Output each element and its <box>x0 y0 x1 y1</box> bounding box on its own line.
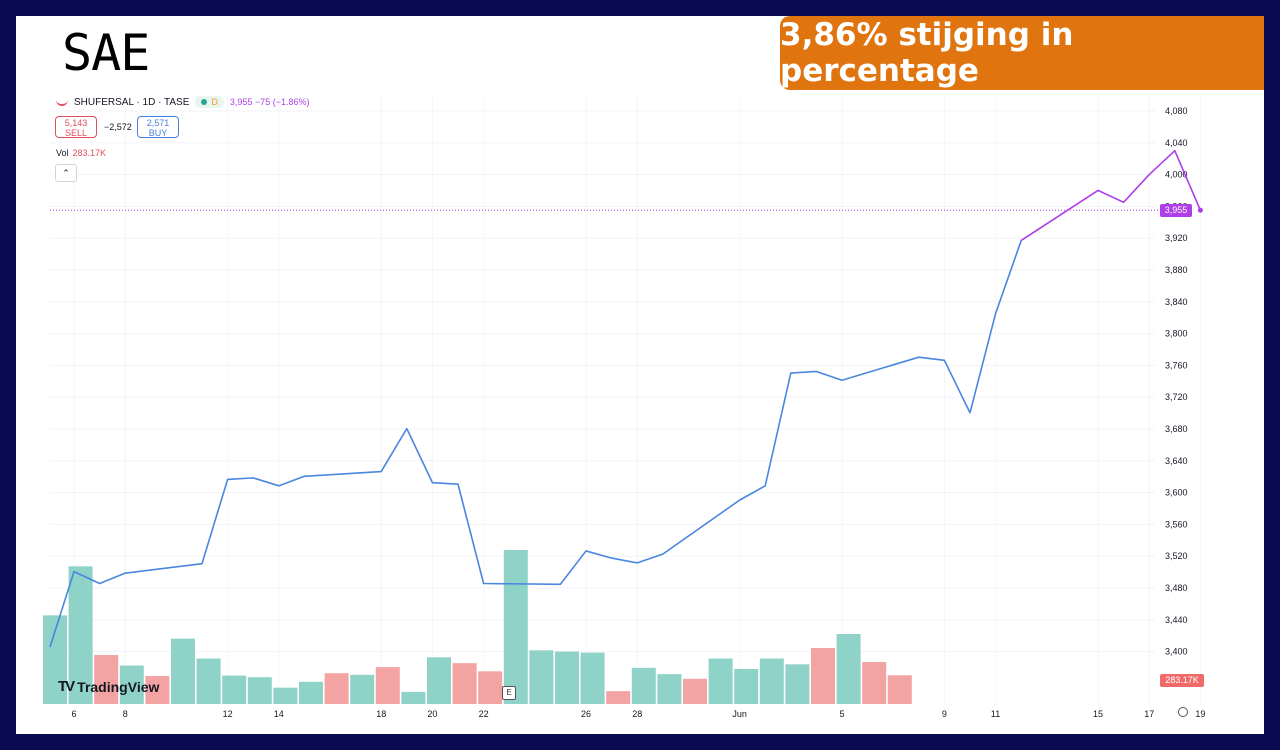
gear-icon[interactable] <box>1178 707 1188 717</box>
volume-bar <box>119 665 144 704</box>
status-dot-icon <box>201 99 208 105</box>
y-tick-label: 3,880 <box>1165 265 1188 275</box>
volume-bar <box>478 671 503 704</box>
collapse-legend-button[interactable]: ⌃ <box>55 164 77 182</box>
percentage-badge: 3,86% stijging in percentage <box>780 16 1264 90</box>
volume-bar <box>580 652 605 704</box>
x-tick-label: 18 <box>376 709 386 719</box>
volume-bar <box>145 676 170 704</box>
y-tick-label: 3,640 <box>1165 456 1188 466</box>
price-change: 3,955 −75 (−1.86%) <box>229 97 310 107</box>
tradingview-logo[interactable]: TV TradingView <box>58 678 159 695</box>
volume-bar <box>836 634 861 704</box>
volume-bar <box>171 638 195 704</box>
symbol-legend[interactable]: SHUFERSAL · 1D · TASE D 3,955 −75 (−1.86… <box>56 96 309 108</box>
y-tick-label: 3,680 <box>1165 424 1188 434</box>
volume-bar <box>862 662 887 704</box>
spread-value: −2,572 <box>104 122 132 132</box>
x-tick-label: 8 <box>123 709 128 719</box>
market-status-pill[interactable]: D <box>195 96 224 108</box>
buy-button[interactable]: 2,571 BUY <box>137 116 179 138</box>
y-tick-label: 3,520 <box>1165 551 1188 561</box>
y-tick-label: 3,920 <box>1165 233 1188 243</box>
x-tick-label: 12 <box>223 709 233 719</box>
volume-bar <box>324 673 349 704</box>
y-tick-label: 3,480 <box>1165 583 1188 593</box>
volume-label: Vol <box>56 148 69 158</box>
y-tick-label: 3,600 <box>1165 488 1188 498</box>
y-tick-label: 3,560 <box>1165 519 1188 529</box>
earnings-marker[interactable]: E <box>502 686 516 700</box>
volume-bar <box>606 691 631 704</box>
volume-bar <box>503 550 528 704</box>
volume-legend: Vol 283.17K <box>56 148 106 158</box>
volume-bar <box>427 657 451 704</box>
x-tick-label: 6 <box>71 709 76 719</box>
volume-bar <box>734 669 759 704</box>
x-tick-label: 11 <box>991 709 1000 719</box>
x-tick-label: 19 <box>1195 709 1205 719</box>
x-tick-label: 17 <box>1144 709 1154 719</box>
volume-bar <box>375 667 400 704</box>
y-tick-label: 4,000 <box>1165 170 1188 180</box>
y-tick-label: 3,760 <box>1165 360 1188 370</box>
volume-bar <box>555 651 579 704</box>
x-tick-label: 5 <box>839 709 844 719</box>
y-tick-label: 4,040 <box>1165 138 1188 148</box>
y-tick-label: 3,400 <box>1165 647 1188 657</box>
x-tick-label: 15 <box>1093 709 1103 719</box>
last-price-tag: 3,955 <box>1160 204 1192 217</box>
volume-bar <box>785 664 810 704</box>
y-tick-label: 3,800 <box>1165 329 1188 339</box>
x-tick-label: 9 <box>942 709 947 719</box>
volume-bar <box>683 678 707 704</box>
last-price-dot <box>1197 207 1203 213</box>
ticker-title: SAE <box>62 24 150 82</box>
symbol-logo-icon <box>56 98 68 106</box>
volume-bar <box>94 655 119 704</box>
sell-button[interactable]: 5,143 SELL <box>55 116 97 138</box>
volume-bar <box>68 566 93 704</box>
y-tick-label: 3,440 <box>1165 615 1188 625</box>
y-tick-label: 3,720 <box>1165 392 1188 402</box>
volume-value: 283.17K <box>72 148 107 158</box>
volume-bar <box>196 658 221 704</box>
x-tick-label: 22 <box>479 709 489 719</box>
volume-bar <box>222 675 247 704</box>
x-tick-label: Jun <box>732 709 747 719</box>
volume-bar <box>452 663 477 704</box>
status-letter: D <box>211 97 218 107</box>
volume-bar <box>657 674 682 704</box>
volume-bar <box>887 675 912 704</box>
badge-text: 3,86% stijging in percentage <box>780 17 1074 89</box>
volume-bar <box>401 691 426 704</box>
volume-bar <box>631 667 656 704</box>
volume-bar <box>759 658 784 704</box>
y-tick-label: 4,080 <box>1165 106 1188 116</box>
volume-bar <box>247 677 272 704</box>
price-series-purple <box>1020 149 1202 242</box>
x-tick-label: 26 <box>581 709 591 719</box>
x-tick-label: 20 <box>427 709 437 719</box>
x-tick-label: 14 <box>274 709 284 719</box>
volume-bar <box>299 681 323 704</box>
sell-label: SELL <box>64 128 88 138</box>
volume-bar <box>708 658 733 704</box>
volume-bar <box>350 674 375 704</box>
volume-bar <box>811 648 835 704</box>
x-tick-label: 28 <box>632 709 642 719</box>
buy-label: BUY <box>148 128 168 138</box>
symbol-name[interactable]: SHUFERSAL · 1D · TASE <box>74 96 190 108</box>
sell-price: 5,143 <box>64 118 88 128</box>
y-tick-label: 3,840 <box>1165 297 1188 307</box>
tv-logo-text: TradingView <box>77 678 160 695</box>
tv-mark-icon: TV <box>58 678 75 695</box>
last-volume-tag: 283.17K <box>1160 674 1204 687</box>
volume-bar <box>529 650 554 704</box>
buy-price: 2,571 <box>146 118 170 128</box>
volume-bar <box>273 687 298 704</box>
